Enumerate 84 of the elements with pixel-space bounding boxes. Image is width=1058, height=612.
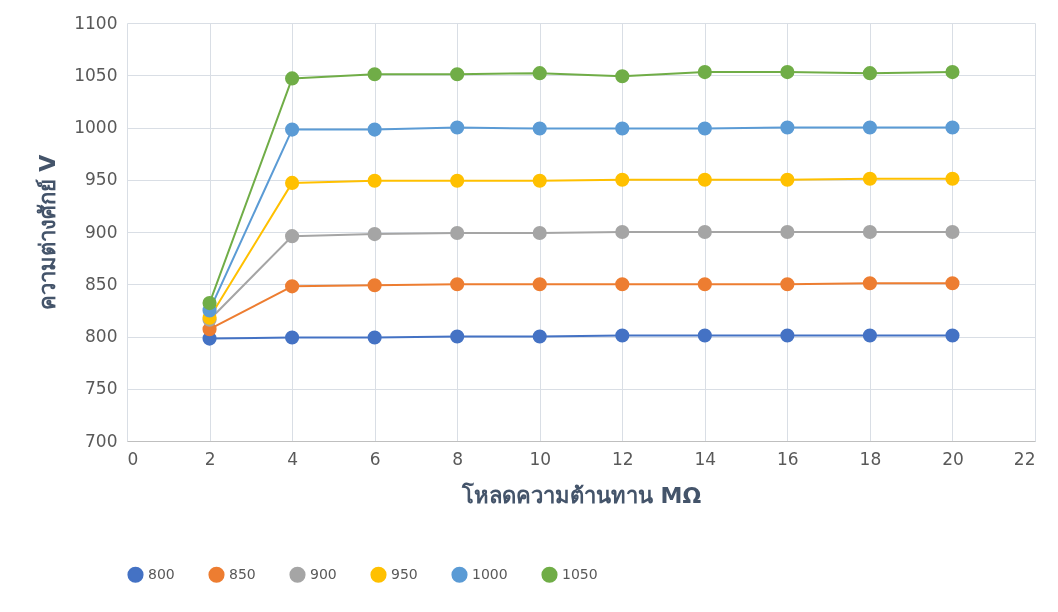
point (780, 277, 795, 292)
point (367, 67, 382, 82)
y-tick-label: 1050 (74, 64, 118, 85)
x-tick-label: 8 (452, 448, 464, 469)
point (697, 65, 712, 80)
point (615, 69, 630, 84)
point (367, 122, 382, 137)
point (945, 171, 960, 186)
point (202, 296, 217, 311)
x-tick-label: 10 (529, 448, 552, 469)
point (615, 277, 630, 292)
point (945, 65, 960, 80)
point (862, 276, 877, 291)
point (697, 172, 712, 187)
point (945, 224, 960, 240)
point (780, 172, 795, 187)
y-tick-label: 800 (85, 326, 118, 346)
point (945, 120, 960, 135)
point (615, 224, 630, 240)
point (697, 121, 712, 136)
point (285, 330, 300, 345)
legend-label: 800 (148, 565, 175, 582)
x-tick-label: 18 (859, 448, 882, 469)
point (367, 173, 382, 188)
x-tick-label: 12 (611, 448, 634, 469)
y-tick-label: 1000 (74, 117, 118, 137)
point (697, 328, 712, 343)
x-tick-label: 4 (287, 448, 298, 469)
x-axis-title: โหลดความต้านทาน MΩ (460, 481, 702, 508)
legend-label: 850 (229, 565, 256, 582)
legend-label: 1050 (562, 565, 598, 582)
point (862, 66, 877, 81)
point (615, 121, 630, 136)
y-tick-label: 900 (85, 221, 118, 242)
point (862, 328, 877, 343)
point (780, 224, 795, 240)
point (615, 172, 630, 187)
point (450, 120, 465, 135)
point (285, 122, 300, 137)
point (450, 225, 465, 241)
point (285, 175, 300, 190)
point (367, 227, 382, 242)
x-tick-label: 20 (942, 448, 964, 469)
legend-label: 950 (391, 565, 418, 582)
point (945, 328, 960, 343)
point (945, 276, 960, 291)
point (532, 66, 547, 81)
point (532, 277, 547, 292)
y-tick-label: 750 (85, 378, 118, 399)
point (450, 173, 465, 188)
point (532, 329, 547, 344)
x-tick-label: 14 (694, 448, 717, 469)
y-tick-label: 850 (85, 273, 118, 294)
point (780, 65, 795, 80)
x-tick-label: 0 (127, 448, 139, 469)
y-tick-label: 700 (85, 430, 118, 451)
x-tick-label: 6 (369, 448, 381, 469)
point (285, 279, 300, 294)
point (780, 328, 795, 343)
y-axis-title: ความต่างศักย์ V (35, 154, 61, 311)
point (615, 328, 630, 343)
point (697, 224, 712, 240)
point (532, 173, 547, 188)
point (285, 71, 300, 86)
x-tick-label: 22 (1013, 448, 1036, 469)
point (780, 120, 795, 135)
x-tick-label: 16 (777, 448, 799, 469)
point (532, 121, 547, 136)
point (862, 224, 877, 240)
point (450, 329, 465, 344)
point (862, 120, 877, 135)
y-tick-label: 1100 (74, 12, 118, 33)
point (697, 277, 712, 292)
legend-label: 1000 (472, 565, 508, 582)
point (367, 278, 382, 293)
point (367, 330, 382, 345)
x-tick-label: 2 (204, 448, 216, 469)
y-tick-label: 950 (85, 169, 118, 190)
point (450, 277, 465, 292)
legend-label: 900 (310, 565, 337, 582)
point (862, 171, 877, 186)
point (285, 229, 300, 244)
point (450, 67, 465, 82)
point (532, 225, 547, 241)
